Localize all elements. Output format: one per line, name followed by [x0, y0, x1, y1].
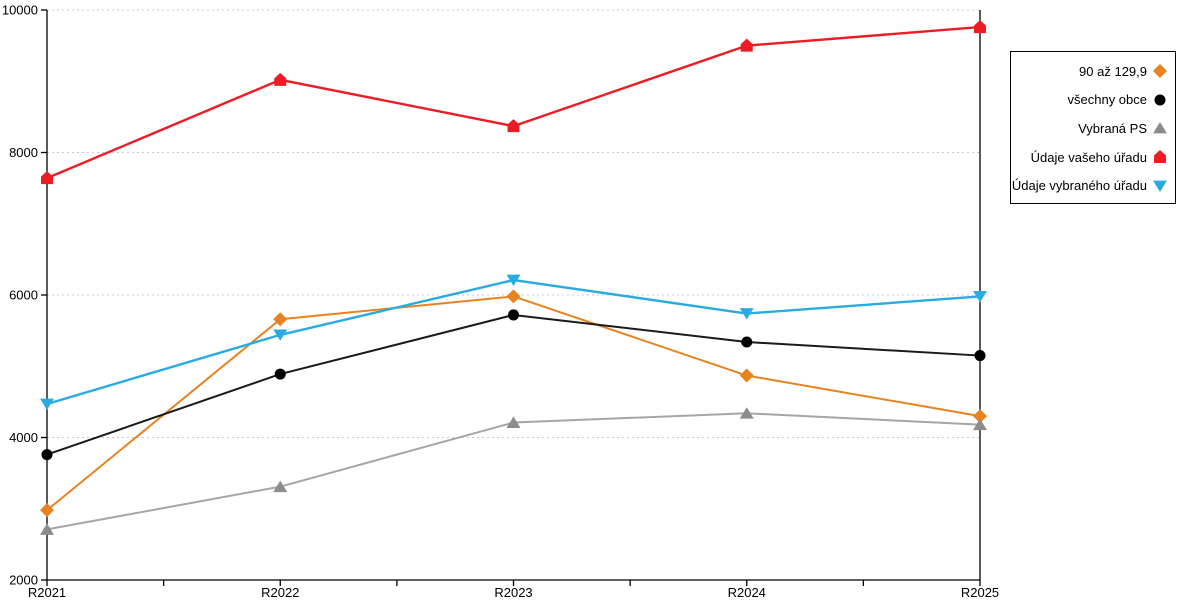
legend-circle-glyph — [1154, 94, 1166, 106]
x-tick-label: R2023 — [494, 585, 532, 600]
marker-house-up — [974, 20, 986, 34]
y-tick-label: 2000 — [9, 573, 38, 588]
marker-triangle-down — [973, 291, 987, 303]
legend-label: Vybraná PS — [1078, 120, 1147, 136]
marker-circle — [274, 368, 286, 380]
legend-item: Údaje vašeho úřadu — [1011, 143, 1175, 172]
legend-diamond-icon — [1153, 64, 1167, 79]
chart-legend: 90 až 129,9 všechny obce Vybraná PS Údaje v… — [1010, 51, 1176, 204]
legend-house-up-icon — [1154, 150, 1166, 164]
marker-triangle-up — [739, 407, 754, 419]
marker-triangle-up — [973, 418, 987, 431]
x-tick-label: R2024 — [728, 585, 766, 600]
x-tick-label: R2025 — [961, 585, 999, 600]
series-line-1 — [46, 313, 981, 456]
marker-triangle-up — [40, 523, 54, 535]
y-tick-label: 10000 — [2, 3, 38, 18]
marker-circle — [974, 350, 986, 362]
legend-label: 90 až 129,9 — [1079, 63, 1147, 79]
marker-diamond — [506, 289, 521, 304]
marker-house-up — [740, 38, 753, 52]
legend-circle-icon — [1154, 94, 1166, 106]
marker-triangle-up — [506, 416, 521, 428]
series-line-0 — [46, 295, 981, 511]
marker-triangle-down — [506, 274, 521, 287]
series-line-3 — [46, 25, 981, 180]
marker-circle — [507, 309, 520, 321]
marker-house-up — [41, 171, 53, 185]
marker-diamond — [973, 409, 987, 424]
marker-circle — [741, 336, 753, 348]
y-tick-label: 6000 — [9, 288, 38, 303]
legend-label: Údaje vašeho úřadu — [1030, 149, 1147, 165]
legend-triangle-down-icon — [1153, 180, 1167, 192]
marker-diamond — [40, 503, 54, 518]
legend-triangle-up-icon — [1153, 122, 1167, 134]
marker-diamond — [739, 368, 754, 383]
legend-house-up-glyph — [1154, 150, 1166, 164]
y-tick-label: 8000 — [9, 145, 38, 160]
marker-circle — [41, 449, 53, 461]
legend-diamond-glyph — [1153, 64, 1167, 79]
marker-house-up — [507, 119, 520, 133]
legend-item: Údaje vybraného úřadu — [1011, 171, 1175, 200]
marker-diamond — [273, 312, 288, 327]
legend-item: všechny obce — [1011, 86, 1175, 115]
legend-item: 90 až 129,9 — [1011, 57, 1175, 86]
marker-triangle-down — [40, 398, 54, 411]
legend-triangle-down-glyph — [1153, 180, 1167, 192]
marker-triangle-up — [273, 480, 288, 493]
legend-label: Údaje vybraného úřadu — [1011, 178, 1147, 194]
marker-house-up — [274, 72, 287, 86]
x-tick-label: R2022 — [261, 585, 299, 600]
series-line-2 — [46, 412, 981, 531]
y-tick-label: 4000 — [9, 430, 38, 445]
marker-triangle-down — [273, 329, 288, 341]
legend-label: všechny obce — [1067, 92, 1148, 108]
x-tick-label: R2021 — [28, 585, 66, 600]
marker-triangle-down — [739, 308, 754, 320]
legend-item: Vybraná PS — [1011, 114, 1175, 143]
legend-triangle-up-glyph — [1153, 122, 1167, 134]
